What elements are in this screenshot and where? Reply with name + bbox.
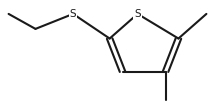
Text: S: S: [70, 9, 76, 19]
Text: S: S: [134, 9, 141, 19]
